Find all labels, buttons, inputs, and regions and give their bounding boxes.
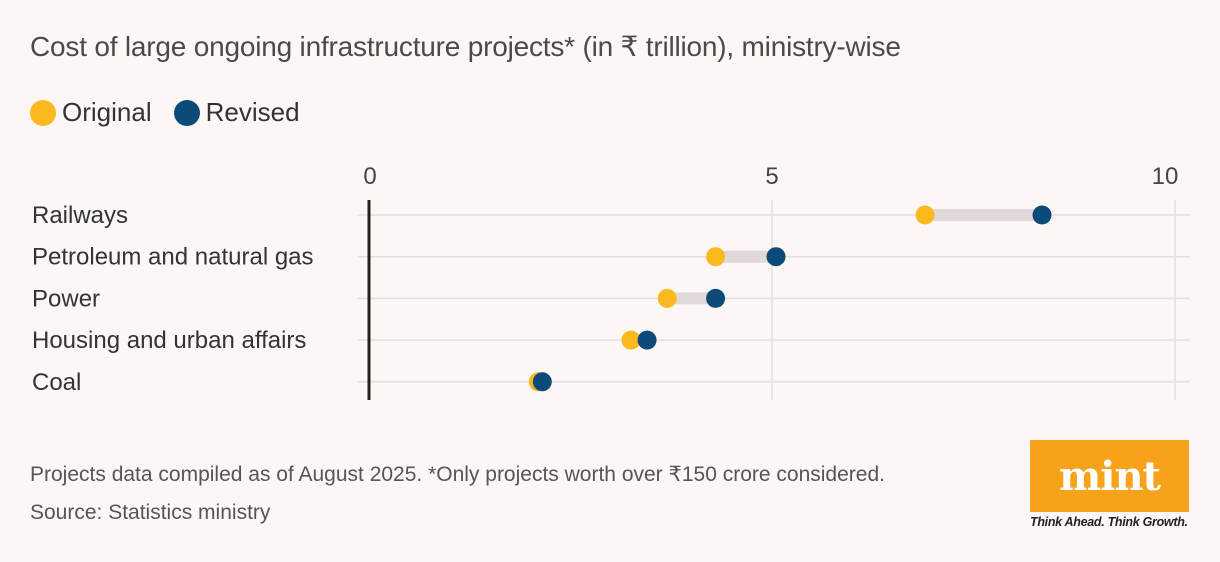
original-point [706, 247, 726, 267]
category-label: Coal [32, 369, 81, 396]
legend: Original Revised [30, 97, 322, 128]
dumbbell-chart: 0 5 10 Railways Petroleum and natural gas Pow… [32, 163, 1190, 400]
legend-label-revised: Revised [205, 97, 300, 127]
source-note: Source: Statistics ministry [30, 501, 271, 524]
original-point [621, 330, 641, 350]
revised-point [766, 247, 786, 267]
chart-title: Cost of large ongoing infrastructure pro… [30, 31, 901, 62]
revised-point [706, 288, 726, 308]
revised-point [1032, 205, 1052, 225]
category-label: Petroleum and natural gas [32, 244, 314, 271]
legend-swatch-revised [173, 99, 200, 126]
category-label: Housing and urban affairs [32, 327, 306, 354]
footnote: Projects data compiled as of August 2025… [30, 463, 885, 486]
legend-swatch-original [30, 99, 56, 126]
x-tick-label: 10 [1152, 163, 1179, 190]
x-tick-label: 5 [765, 163, 778, 190]
logo-tagline: Think Ahead. Think Growth. [1030, 515, 1188, 529]
revised-point [532, 372, 552, 392]
legend-item-original: Original [30, 97, 152, 128]
legend-item-revised: Revised [173, 97, 300, 128]
mint-logo: mint [1030, 440, 1189, 512]
category-label: Power [32, 285, 100, 312]
original-point [657, 288, 677, 308]
revised-point [637, 330, 657, 350]
original-point [915, 205, 935, 225]
mint-logo-text: mint [1058, 452, 1161, 500]
x-tick-label: 0 [363, 163, 376, 190]
category-label: Railways [32, 202, 128, 229]
legend-label-original: Original [62, 97, 152, 127]
